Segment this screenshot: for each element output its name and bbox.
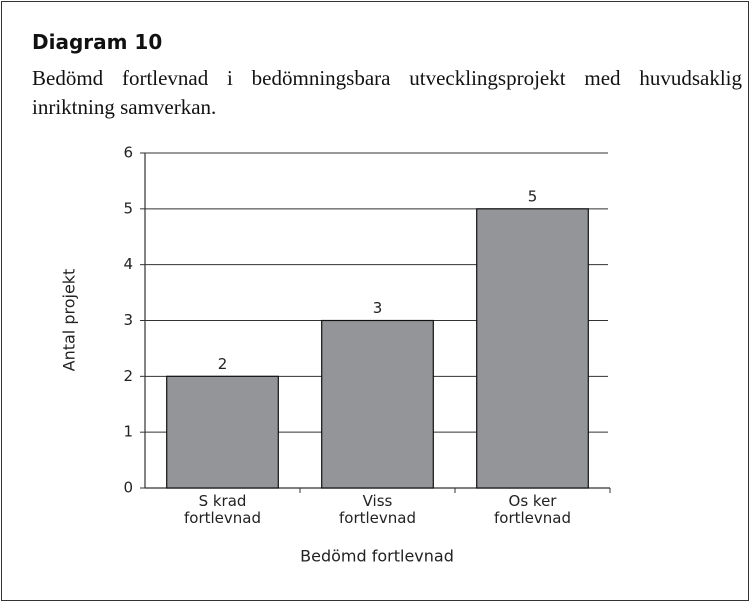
y-tick-label: 5 (123, 199, 133, 217)
chart: Bedömd fortlevnad Antal projekt 0 1 2 3 4 5 6 2… (60, 144, 611, 566)
value-label: 3 (373, 299, 383, 317)
bar (321, 319, 434, 489)
value-label: 5 (528, 187, 538, 205)
value-label: 2 (218, 355, 228, 373)
y-tick-label: 0 (123, 479, 133, 497)
bar (476, 208, 589, 489)
y-tick-label: 2 (123, 367, 133, 385)
x-tick-label: S krad fortlevnad (184, 492, 261, 527)
chart-title: Diagram 10 (32, 30, 163, 54)
chart-subtitle: Bedömd fortlevnad i bedömningsbara utvec… (32, 66, 742, 119)
y-tick-label: 4 (123, 255, 133, 273)
bar (166, 375, 279, 489)
x-tick-label: Viss fortlevnad (339, 492, 416, 527)
y-tick-label: 3 (123, 311, 133, 329)
y-tick-label: 1 (123, 423, 133, 441)
x-tick-label: Os ker fortlevnad (494, 492, 571, 527)
y-axis-label: Antal projekt (60, 269, 79, 372)
y-tick-label: 6 (123, 144, 133, 162)
x-axis-label: Bedömd fortlevnad (300, 547, 454, 566)
